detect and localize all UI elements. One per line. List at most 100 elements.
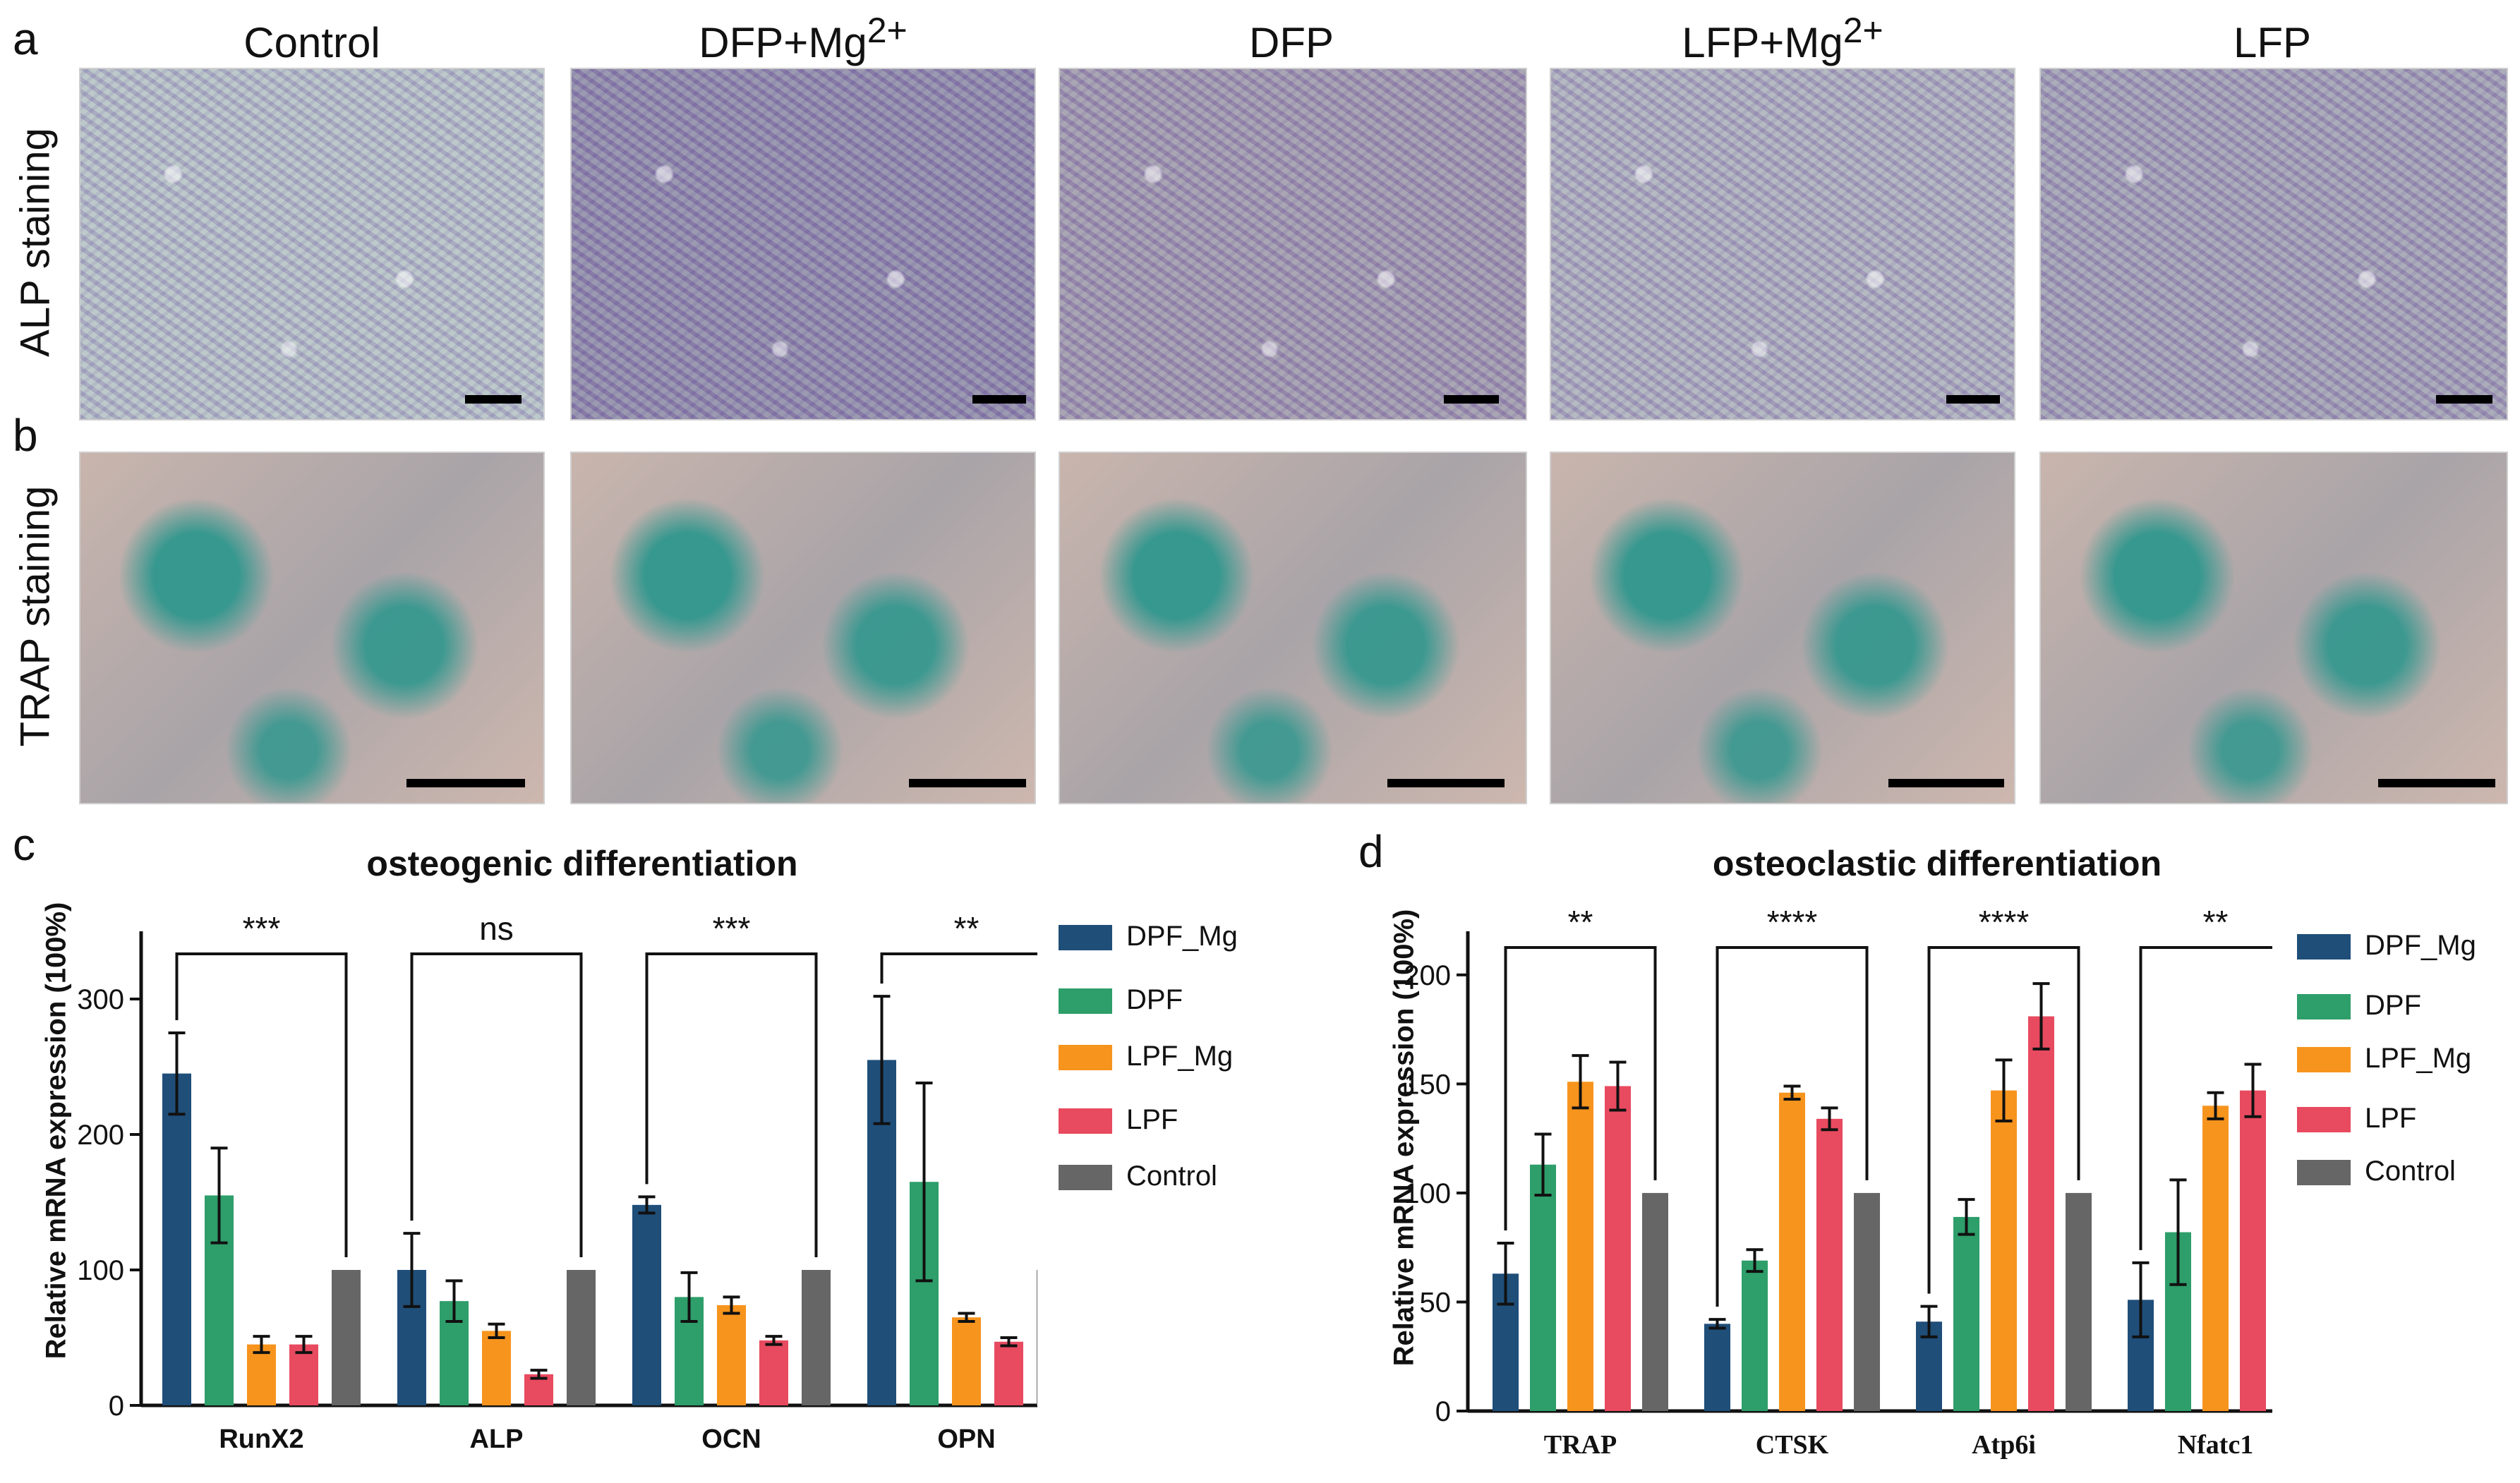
bar [162,1073,191,1405]
significance-label: **** [1767,904,1818,940]
bar [567,1270,596,1405]
significance-label: ns [479,910,514,947]
legend-item: LPF_Mg [2297,1043,2471,1075]
alp-image-lfp-mg [1550,68,2015,420]
legend-swatch [1059,1108,1112,1134]
significance-bracket [1716,946,1869,1307]
bar [1567,1082,1593,1411]
significance-bracket [1504,946,1657,1230]
trap-image-dfp [1059,452,1527,804]
scale-bar [1888,779,2004,787]
alp-image-lfp [2039,68,2508,420]
bar [632,1204,661,1405]
y-tick-label: 0 [1435,1396,1451,1427]
bar [1704,1324,1730,1411]
trap-image-control [79,452,545,804]
x-tick-label: Nfatc1 [2178,1430,2254,1460]
legend-swatch [1059,1165,1112,1191]
legend-swatch [2297,994,2351,1020]
legend-swatch [1059,925,1112,951]
scale-bar [406,779,525,787]
bar [482,1331,511,1405]
significance-bracket [645,952,818,1257]
column-title-lfp-mg: LFP+Mg2+ [1682,11,1883,66]
bar [2202,1106,2229,1411]
column-title-dfp: DFP [1249,19,1334,66]
significance-bracket [410,952,583,1257]
legend-item: DPF_Mg [1059,921,1238,952]
bar [2028,1016,2054,1411]
legend-c: DPF_Mg DPF LPF_Mg LPF Control [1059,921,1291,1217]
panel-label-a: a [13,13,38,64]
scale-bar [1444,395,1499,404]
legend-item: Control [1059,1161,1217,1192]
bar [2066,1192,2092,1411]
x-tick-label: Atp6i [1972,1430,2036,1460]
legend-item: DPF [2297,990,2421,1022]
osteogenic-bar-chart: 0 100 200 300 RunX2 *** ALP ns OCN *** OPN ** [77,910,1037,1454]
bar [952,1317,981,1405]
bar [1854,1192,1880,1411]
legend-item: DPF_Mg [2297,930,2476,962]
y-tick-label: 200 [77,1120,124,1151]
row-label-alp: ALP staining [12,128,59,357]
scale-bar [909,779,1026,787]
panel-label-b: b [13,410,38,461]
significance-label: ** [954,910,979,947]
y-tick-label: 300 [77,984,124,1015]
y-tick-label: 50 [1420,1287,1452,1318]
bar [1742,1260,1768,1411]
panel-label-d: d [1358,826,1384,877]
legend-swatch [2297,934,2351,960]
y-tick-label: 150 [1404,1069,1451,1100]
bar [759,1340,788,1405]
column-title-dfp-mg: DFP+Mg2+ [699,11,908,66]
trap-image-lfp [2039,452,2508,804]
y-tick-label: 200 [1404,960,1451,991]
bar [1642,1192,1668,1411]
significance-label: *** [713,910,751,947]
bar [2240,1090,2266,1411]
x-tick-label: OCN [701,1424,761,1454]
x-tick-label: OPN [937,1424,995,1454]
significance-label: ** [2203,904,2229,940]
significance-label: **** [1979,904,2030,940]
column-title-control: Control [243,19,380,66]
osteoclastic-bar-chart: 0 50 100 150 200 TRAP ** CTSK **** Atp6i **** Nfatc… [1404,904,2272,1460]
x-tick-label: CTSK [1756,1430,1829,1460]
chart-title-osteogenic: osteogenic differentiation [366,844,798,883]
bar [1605,1086,1631,1411]
legend-item: Control [2297,1156,2456,1187]
bar [717,1305,746,1405]
trap-image-lfp-mg [1550,452,2015,804]
scale-bar [1387,779,1505,787]
bar [1530,1164,1556,1411]
legend-item: LPF [1059,1104,1178,1136]
legend-item: LPF [2297,1103,2416,1134]
x-tick-label: ALP [470,1424,524,1454]
legend-item: DPF [1059,984,1183,1016]
bar [247,1344,276,1405]
scale-bar [972,395,1026,404]
significance-bracket [880,952,1037,984]
x-tick-label: RunX2 [219,1424,303,1454]
bar [1953,1216,1979,1411]
row-label-trap: TRAP staining [12,485,59,747]
significance-bracket [2139,946,2272,1250]
bar [802,1270,831,1405]
significance-label: *** [243,910,281,947]
legend-swatch [2297,1160,2351,1186]
y-tick-label: 0 [109,1391,124,1422]
column-title-lfp: LFP [2233,19,2312,66]
scale-bar [1946,395,2000,404]
bar [1779,1092,1805,1411]
significance-label: ** [1568,904,1593,940]
bar [332,1270,361,1405]
bar [994,1341,1023,1405]
bar [1991,1090,2017,1411]
scale-bar [2378,779,2495,787]
alp-image-dfp-mg [570,68,1036,420]
trap-image-dfp-mg [570,452,1036,804]
significance-bracket [175,952,348,1257]
bar [1816,1118,1843,1411]
